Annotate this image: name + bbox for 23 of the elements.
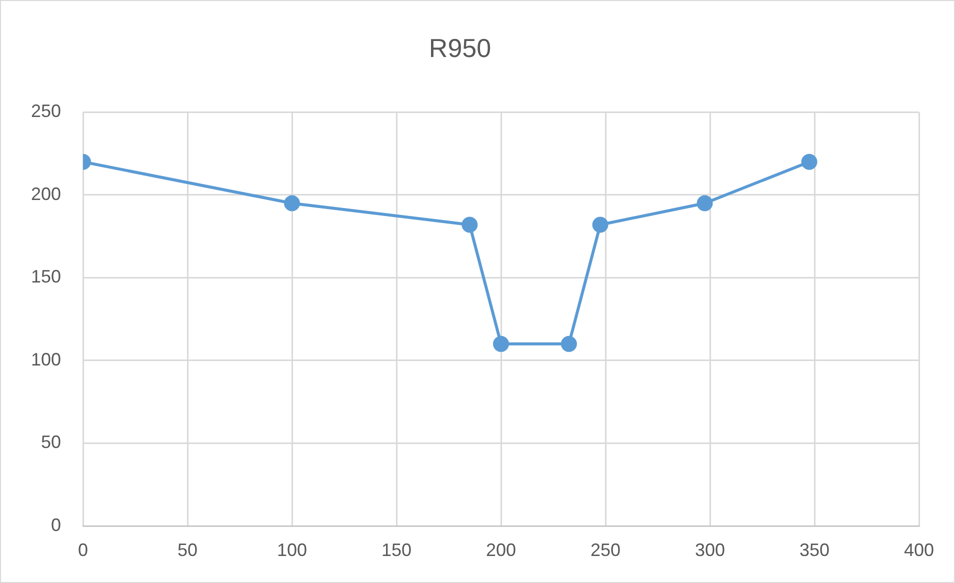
x-tick-label: 300 <box>694 540 726 560</box>
y-tick-label: 250 <box>30 101 61 122</box>
y-tick-label: 200 <box>30 184 61 204</box>
x-tick-label: 350 <box>799 540 830 560</box>
x-tick-label: 0 <box>78 540 88 560</box>
y-tick-label: 50 <box>40 432 61 452</box>
y-tick-label: 0 <box>50 514 61 535</box>
point <box>560 336 577 352</box>
point <box>284 195 300 212</box>
y-tick-label: 100 <box>30 349 61 370</box>
point <box>493 336 509 352</box>
x-tick-label: 150 <box>381 540 412 560</box>
x-tick-label: 250 <box>590 540 621 560</box>
point <box>592 216 608 233</box>
chart-title: R950 <box>428 32 492 63</box>
point <box>801 154 818 170</box>
x-tick-label: 200 <box>486 540 516 560</box>
x-tick-label: 50 <box>177 540 198 560</box>
point <box>462 216 478 233</box>
x-tick-label: 100 <box>276 540 308 560</box>
x-tick-label: 400 <box>904 540 934 560</box>
y-tick-label: 150 <box>30 266 61 287</box>
point <box>696 195 713 212</box>
